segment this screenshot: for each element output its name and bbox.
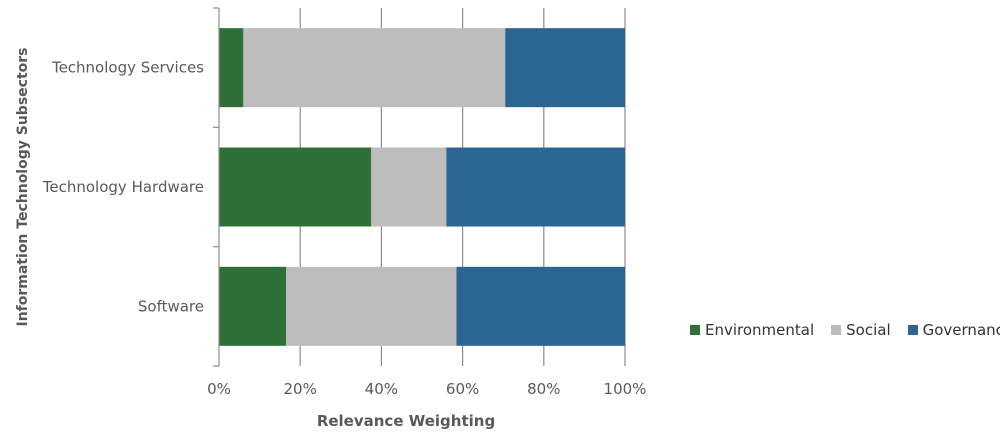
- bar-environmental-technology-hardware: [219, 147, 372, 227]
- x-axis-title: Relevance Weighting: [317, 412, 495, 430]
- y-axis-title: Information Technology Subsectors: [15, 48, 31, 327]
- legend: Environmental Social Governance: [690, 321, 1000, 339]
- x-tick-label: 20%: [284, 380, 317, 398]
- bar-governance-technology-hardware: [446, 147, 625, 227]
- bar-environmental-software: [219, 266, 286, 346]
- legend-swatch-governance: [907, 325, 918, 335]
- legend-item-social: Social: [831, 321, 891, 339]
- x-tick-label: 40%: [365, 380, 398, 398]
- bar-governance-technology-services: [505, 28, 625, 108]
- bar-social-technology-hardware: [371, 147, 447, 227]
- y-category-label: Software: [138, 297, 204, 315]
- legend-label-governance: Governance: [922, 321, 1000, 339]
- legend-label-environmental: Environmental: [705, 321, 815, 339]
- x-tick-label: 100%: [604, 380, 647, 398]
- bar-social-technology-services: [243, 28, 506, 108]
- legend-swatch-social: [831, 325, 842, 335]
- bar-social-software: [285, 266, 457, 346]
- x-tick-labels: 0% 20% 40% 60% 80% 100%: [207, 380, 646, 398]
- legend-label-social: Social: [846, 321, 891, 339]
- bars: [219, 28, 625, 346]
- legend-item-governance: Governance: [907, 321, 1000, 339]
- y-category-label: Technology Hardware: [42, 178, 204, 196]
- legend-item-environmental: Environmental: [690, 321, 814, 339]
- bar-governance-software: [456, 266, 625, 346]
- x-tick-label: 80%: [527, 380, 560, 398]
- y-category-ticks: [213, 7, 219, 367]
- y-category-labels: Technology Services Technology Hardware So…: [42, 59, 204, 316]
- legend-swatch-environmental: [690, 325, 700, 335]
- x-tick-label: 60%: [446, 380, 479, 398]
- bar-environmental-technology-services: [219, 28, 244, 108]
- x-tick-label: 0%: [207, 380, 231, 398]
- y-category-label: Technology Services: [51, 59, 204, 77]
